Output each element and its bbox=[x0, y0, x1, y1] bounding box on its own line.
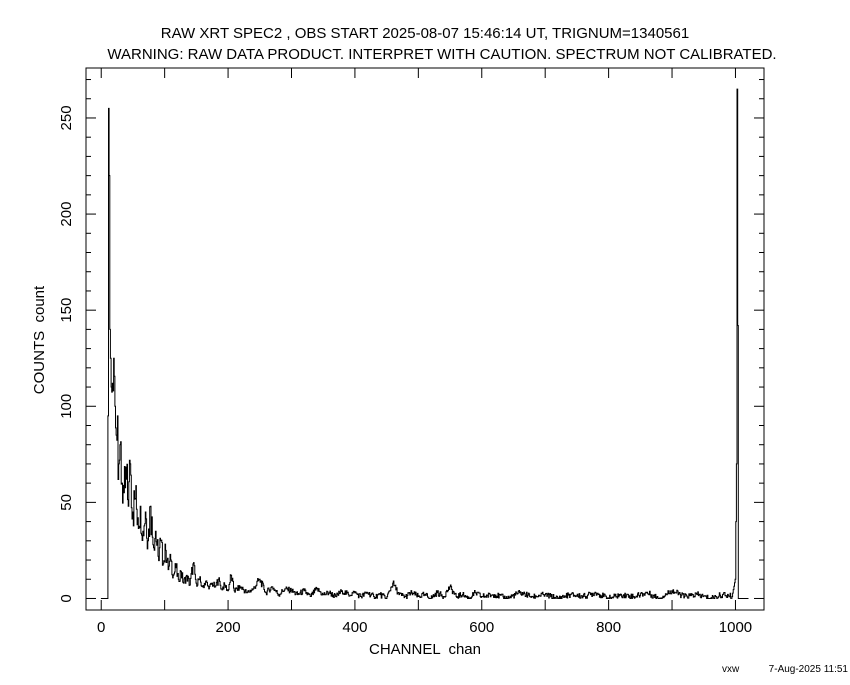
y-tick-label: 250 bbox=[58, 105, 75, 130]
y-tick-label: 0 bbox=[58, 594, 75, 602]
footer-timestamp: 7-Aug-2025 11:51 bbox=[769, 664, 849, 675]
x-axis-label: CHANNEL chan bbox=[369, 641, 481, 658]
y-axis-label: COUNTS count bbox=[31, 285, 48, 394]
y-tick-labels: 0 50 100 150 200 250 bbox=[58, 105, 75, 602]
y-tick-label: 50 bbox=[58, 494, 75, 511]
x-tick-label: 400 bbox=[342, 619, 367, 636]
x-tick-label: 800 bbox=[596, 619, 621, 636]
axis-ticks bbox=[86, 68, 764, 610]
footer-user: vxw bbox=[722, 664, 740, 675]
x-tick-label: 200 bbox=[216, 619, 241, 636]
y-tick-label: 200 bbox=[58, 202, 75, 227]
x-tick-label: 1000 bbox=[719, 619, 752, 636]
x-tick-label: 600 bbox=[469, 619, 494, 636]
x-tick-label: 0 bbox=[97, 619, 105, 636]
plot-frame bbox=[85, 67, 765, 611]
x-tick-labels: 0 200 400 600 800 1000 bbox=[97, 619, 752, 636]
y-tick-label: 150 bbox=[58, 298, 75, 323]
chart-title: RAW XRT SPEC2 , OBS START 2025-08-07 15:… bbox=[161, 25, 689, 42]
spectrum-line bbox=[100, 88, 749, 599]
chart-subtitle: WARNING: RAW DATA PRODUCT. INTERPRET WIT… bbox=[107, 46, 776, 63]
y-tick-label: 100 bbox=[58, 394, 75, 419]
